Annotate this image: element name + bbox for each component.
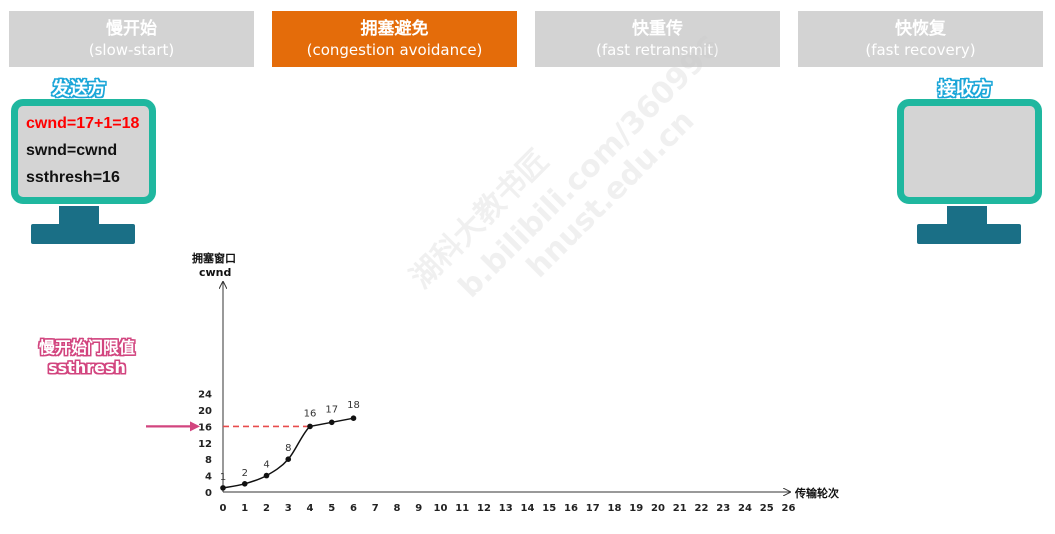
y-tick-label: 16: [198, 422, 212, 433]
x-tick-label: 12: [477, 503, 491, 514]
y-axis-label-cn: 拥塞窗口: [192, 251, 236, 265]
x-tick-label: 4: [307, 503, 314, 514]
sender-cwnd-text: cwnd=17+1=18: [26, 115, 140, 132]
sender-monitor-base: [31, 224, 135, 244]
data-point-label: 4: [263, 460, 269, 471]
phase-slow-start: 慢开始 (slow-start): [9, 11, 254, 67]
phase-subtitle: (fast recovery): [865, 41, 976, 59]
sender-label: 发送方: [52, 79, 106, 100]
phase-title: 慢开始: [106, 19, 157, 39]
sender-screen: [11, 99, 156, 204]
x-tick-label: 13: [499, 503, 513, 514]
y-tick-label: 4: [205, 472, 212, 483]
x-tick-label: 8: [394, 503, 401, 514]
x-tick-label: 5: [328, 503, 335, 514]
data-point: [350, 415, 357, 422]
y-axis-label-en: cwnd: [199, 266, 231, 279]
y-tick-label: 20: [198, 406, 212, 417]
x-tick-label: 9: [415, 503, 422, 514]
x-tick-label: 26: [782, 503, 796, 514]
y-tick-label: 8: [205, 455, 212, 466]
data-point: [241, 481, 248, 487]
ssthresh-arrow-head: [190, 421, 200, 432]
phase-subtitle: (slow-start): [88, 41, 175, 59]
data-point: [263, 472, 270, 479]
phase-subtitle: (congestion avoidance): [306, 41, 483, 59]
ssthresh-annotation-cn: 慢开始门限值: [38, 338, 135, 357]
x-tick-label: 24: [738, 503, 752, 514]
data-point-label: 18: [347, 400, 360, 411]
sender-swnd-text: swnd=cwnd: [26, 142, 118, 159]
x-axis-label: 传输轮次: [794, 486, 839, 500]
x-tick-label: 18: [608, 503, 622, 514]
phase-title: 快恢复: [895, 19, 946, 39]
x-tick-label: 22: [695, 503, 709, 514]
chart-series: 1 2 4 8 16 17 18: [220, 400, 360, 491]
x-tick-label: 15: [542, 503, 556, 514]
x-tick-label: 19: [629, 503, 643, 514]
data-point-label: 1: [220, 472, 226, 483]
sender-ssthresh-text: ssthresh=16: [26, 169, 120, 186]
ssthresh-annotation-en: ssthresh: [48, 358, 126, 377]
x-tick-label: 21: [673, 503, 687, 514]
x-tick-label: 1: [241, 503, 248, 514]
chart-ticks: 0 1 2 3 4 5 6 7 8 9 10 11 12 13 14 15 16 17 18 19 20 21 22 23 24…: [198, 390, 795, 514]
sender-monitor-neck: [59, 206, 99, 226]
x-tick-label: 7: [372, 503, 379, 514]
x-tick-label: 10: [434, 503, 448, 514]
phase-congestion-avoidance: 拥塞避免 (congestion avoidance): [272, 11, 517, 67]
x-tick-label: 23: [716, 503, 730, 514]
x-tick-label: 11: [455, 503, 469, 514]
x-tick-label: 16: [564, 503, 578, 514]
data-point-label: 2: [242, 468, 248, 479]
chart-axes: [223, 282, 790, 492]
receiver-label: 接收方: [938, 79, 992, 100]
phase-title: 快重传: [632, 19, 683, 39]
data-point: [307, 423, 313, 430]
data-point-label: 8: [285, 443, 291, 454]
phase-bar: 慢开始 (slow-start) 拥塞避免 (congestion avoida…: [0, 0, 1055, 70]
data-point-label: 17: [325, 404, 338, 415]
y-tick-label: 0: [205, 488, 212, 499]
x-tick-label: 2: [263, 503, 270, 514]
data-point-label: 16: [304, 408, 317, 419]
data-point: [220, 485, 226, 491]
y-tick-label: 24: [198, 390, 212, 401]
phase-fast-recovery: 快恢复 (fast recovery): [798, 11, 1043, 67]
phase-fast-retransmit: 快重传 (fast retransmit): [535, 11, 780, 67]
phase-subtitle: (fast retransmit): [596, 41, 719, 59]
x-tick-label: 14: [521, 503, 535, 514]
x-tick-label: 0: [220, 503, 227, 514]
data-point: [328, 419, 335, 426]
x-tick-label: 25: [760, 503, 774, 514]
y-tick-label: 12: [198, 439, 212, 450]
ssthresh-annotation: 慢开始门限值 ssthresh: [22, 338, 152, 378]
receiver-screen: [897, 99, 1042, 204]
x-tick-label: 17: [586, 503, 600, 514]
x-tick-label: 6: [350, 503, 357, 514]
x-tick-label: 20: [651, 503, 665, 514]
receiver-monitor-neck: [947, 206, 987, 226]
phase-title: 拥塞避免: [360, 19, 429, 39]
ssthresh-arrow: [146, 421, 200, 432]
data-point: [285, 456, 292, 463]
receiver-monitor-base: [917, 224, 1021, 244]
x-tick-label: 3: [285, 503, 292, 514]
